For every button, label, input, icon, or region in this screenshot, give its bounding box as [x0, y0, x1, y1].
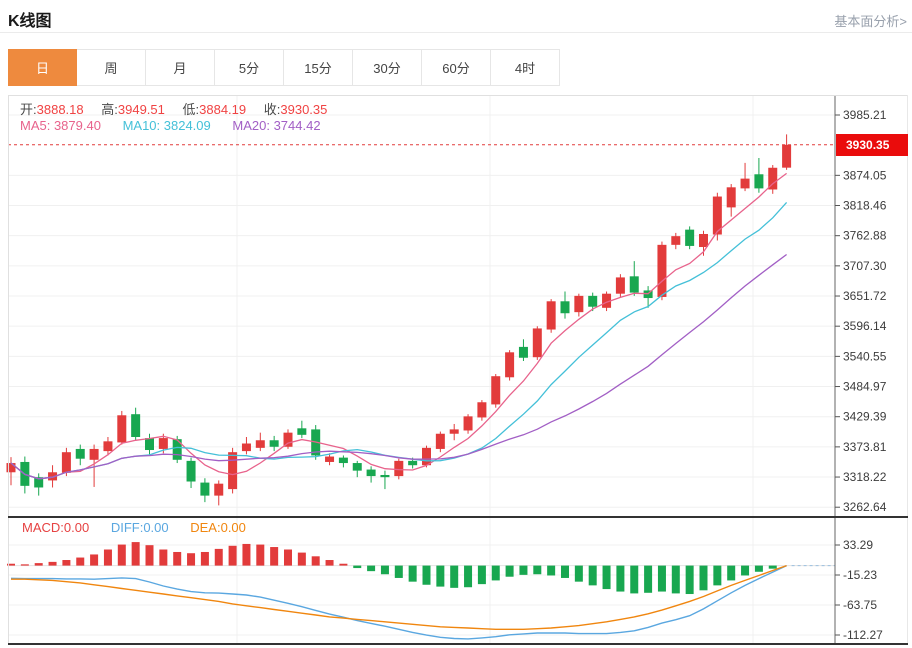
widget-header: K线图 基本面分析> — [0, 0, 912, 33]
interval-tabs: 日周月 5分 15分 30分 60分 4时 — [8, 49, 560, 86]
svg-text:3318.22: 3318.22 — [843, 470, 887, 484]
high-value: 3949.51 — [117, 102, 165, 117]
ohlc-readout: 开:3888.18 高:3949.51 低:3884.19 收:3930.35 — [20, 99, 341, 118]
open-value: 3888.18 — [36, 102, 84, 117]
ma20-value: MA20: 3744.42 — [232, 118, 321, 133]
tab-周[interactable]: 周 — [77, 49, 146, 86]
svg-text:3484.97: 3484.97 — [843, 380, 887, 394]
svg-text:3596.14: 3596.14 — [843, 319, 887, 333]
tab-60分[interactable]: 60分 — [422, 49, 491, 86]
macd-value: MACD:0.00 — [22, 520, 90, 535]
macd-readout: MACD:0.00 DIFF:0.00 DEA:0.00 — [22, 520, 264, 535]
svg-text:-112.27: -112.27 — [843, 628, 883, 642]
page-title: K线图 — [8, 13, 52, 30]
svg-text:33.29: 33.29 — [843, 538, 873, 552]
tab-30分[interactable]: 30分 — [353, 49, 422, 86]
svg-text:3540.55: 3540.55 — [843, 349, 887, 363]
svg-text:3762.88: 3762.88 — [843, 229, 887, 243]
chart-canvas: 3985.21 3874.05 3818.46 3762.88 3707.30 3651.… — [6, 95, 908, 645]
high-label: 高: — [101, 102, 118, 117]
ma-readout: MA5: 3879.40 MA10: 3824.09 MA20: 3744.42 — [20, 118, 339, 133]
kline-chart: 3985.21 3874.05 3818.46 3762.88 3707.30 3651.… — [0, 95, 912, 648]
svg-text:3874.05: 3874.05 — [843, 168, 887, 182]
svg-text:3262.64: 3262.64 — [843, 500, 887, 514]
dea-value: DEA:0.00 — [190, 520, 246, 535]
low-label: 低: — [182, 102, 200, 117]
svg-text:3985.21: 3985.21 — [843, 108, 887, 122]
svg-text:3651.72: 3651.72 — [843, 289, 887, 303]
fundamental-analysis-link[interactable]: 基本面分析> — [834, 14, 907, 29]
current-price-tag: 3930.35 — [836, 134, 908, 156]
svg-text:-63.75: -63.75 — [843, 598, 877, 612]
tab-15分[interactable]: 15分 — [284, 49, 353, 86]
close-label: 收: — [263, 102, 281, 117]
open-label: 开: — [20, 102, 37, 117]
svg-text:3429.39: 3429.39 — [843, 410, 887, 424]
close-value: 3930.35 — [280, 102, 328, 117]
svg-text:3818.46: 3818.46 — [843, 199, 887, 213]
svg-text:-15.23: -15.23 — [843, 568, 877, 582]
ma10-value: MA10: 3824.09 — [122, 118, 211, 133]
ma5-value: MA5: 3879.40 — [20, 118, 101, 133]
svg-text:3707.30: 3707.30 — [843, 259, 887, 273]
low-value: 3884.19 — [199, 102, 247, 117]
tab-日[interactable]: 日 — [8, 49, 77, 86]
tab-5分[interactable]: 5分 — [215, 49, 284, 86]
svg-text:3373.81: 3373.81 — [843, 440, 887, 454]
tab-月[interactable]: 月 — [146, 49, 215, 86]
diff-value: DIFF:0.00 — [110, 520, 169, 535]
tab-4时[interactable]: 4时 — [491, 49, 560, 86]
